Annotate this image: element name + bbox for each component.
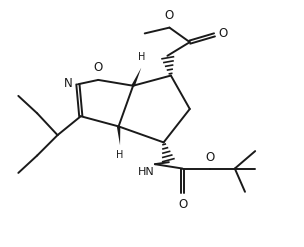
Polygon shape <box>117 126 120 145</box>
Text: O: O <box>94 61 103 74</box>
Text: O: O <box>218 27 227 40</box>
Text: O: O <box>206 151 215 164</box>
Text: N: N <box>64 77 73 90</box>
Text: H: H <box>116 150 124 160</box>
Text: O: O <box>178 198 187 211</box>
Text: HN: HN <box>138 166 154 177</box>
Text: H: H <box>138 52 146 62</box>
Polygon shape <box>132 68 141 86</box>
Text: O: O <box>164 9 173 22</box>
